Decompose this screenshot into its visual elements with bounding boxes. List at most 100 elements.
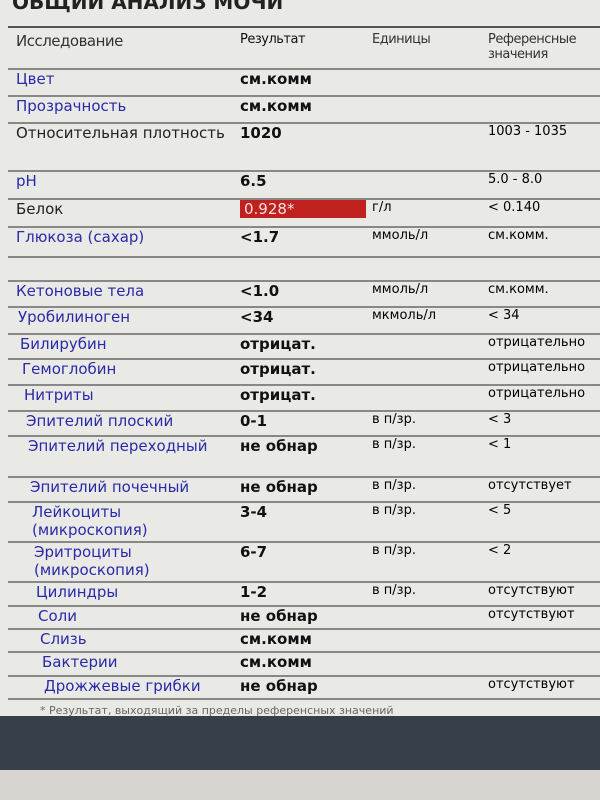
test-name: Кетоновые тела: [16, 282, 145, 300]
test-name: Бактерии: [42, 653, 118, 671]
table-row: Кетоновые тела <1.0 ммоль/л см.комм.: [8, 282, 600, 308]
test-name: Эритроциты (микроскопия): [34, 543, 150, 579]
table-row: Соли не обнар отсутствуют: [8, 607, 600, 630]
test-result: 0-1: [240, 412, 268, 430]
test-name: Прозрачность: [16, 97, 127, 115]
header-name: Исследование: [16, 32, 123, 50]
test-result: отрицат.: [240, 360, 316, 378]
test-name: Гемоглобин: [22, 360, 117, 378]
table-row: Гемоглобин отрицат. отрицательно: [8, 360, 600, 386]
test-name: Эпителий переходный: [28, 437, 208, 455]
bottom-area: [0, 770, 600, 800]
test-result: 1020: [240, 124, 282, 142]
test-result: 0.928*: [240, 200, 372, 218]
test-units: мкмоль/л: [372, 308, 437, 323]
test-reference: 5.0 - 8.0: [488, 172, 543, 187]
test-units: г/л: [372, 200, 392, 215]
test-reference: < 1: [488, 437, 512, 452]
test-result: 6.5: [240, 172, 267, 190]
table-row: Относительная плотность 1020 1003 - 1035: [8, 124, 600, 172]
test-reference: < 5: [488, 503, 512, 518]
test-result: не обнар: [240, 437, 318, 455]
test-units: в п/зр.: [372, 503, 416, 518]
test-name: Уробилиноген: [18, 308, 131, 326]
test-name: Цилиндры: [36, 583, 119, 601]
test-units: в п/зр.: [372, 478, 416, 493]
test-result: не обнар: [240, 607, 318, 625]
table-row: Дрожжевые грибки не обнар отсутствуют: [8, 677, 600, 700]
test-result: не обнар: [240, 677, 318, 695]
test-reference: отрицательно: [488, 386, 586, 401]
test-reference: < 3: [488, 412, 512, 427]
test-reference: отсутствуют: [488, 677, 575, 692]
footnote: * Результат, выходящий за пределы рефере…: [40, 704, 394, 717]
table-row: Эпителий почечный не обнар в п/зр. отсутств…: [8, 478, 600, 503]
test-result: <1.0: [240, 282, 280, 300]
table-row: Белок 0.928* г/л < 0.140: [8, 200, 600, 228]
test-name: Белок: [16, 200, 64, 218]
test-result: <1.7: [240, 228, 280, 246]
test-reference: 1003 - 1035: [488, 124, 568, 139]
test-name: Слизь: [40, 630, 87, 648]
test-reference: отрицательно: [488, 335, 586, 350]
page-title: ОБЩИЙ АНАЛИЗ МОЧИ: [12, 0, 284, 14]
test-reference: отсутствуют: [488, 583, 575, 598]
test-result: см.комм: [240, 653, 312, 671]
test-result: отрицат.: [240, 386, 316, 404]
test-units: в п/зр.: [372, 543, 416, 558]
test-name: Дрожжевые грибки: [44, 677, 201, 695]
results-table: Исследование Результат Единицы Референсн…: [8, 26, 600, 700]
test-reference: см.комм.: [488, 228, 549, 243]
test-name: Лейкоциты (микроскопия): [32, 503, 148, 539]
table-row: Прозрачность см.комм: [8, 97, 600, 124]
test-units: ммоль/л: [372, 282, 429, 297]
test-result: см.комм: [240, 97, 312, 115]
test-units: ммоль/л: [372, 228, 429, 243]
header-ref: Референсные значения: [488, 32, 577, 62]
table-row: Билирубин отрицат. отрицательно: [8, 335, 600, 360]
header-result: Результат: [240, 32, 306, 47]
header-units: Единицы: [372, 32, 431, 47]
table-row: Слизь см.комм: [8, 630, 600, 653]
table-row: Эпителий плоский 0-1 в п/зр. < 3: [8, 412, 600, 437]
test-name: Билирубин: [20, 335, 107, 353]
test-result: 3-4: [240, 503, 268, 521]
test-result: отрицат.: [240, 335, 316, 353]
test-reference: < 2: [488, 543, 512, 558]
test-reference: < 0.140: [488, 200, 541, 215]
test-result: <34: [240, 308, 274, 326]
test-reference: см.комм.: [488, 282, 549, 297]
test-name: Эпителий плоский: [26, 412, 174, 430]
table-row: Цилиндры 1-2 в п/зр. отсутствуют: [8, 583, 600, 607]
table-row: Глюкоза (сахар) <1.7 ммоль/л см.комм.: [8, 228, 600, 258]
test-reference: < 34: [488, 308, 520, 323]
test-result: см.комм: [240, 70, 312, 88]
test-name: Глюкоза (сахар): [16, 228, 145, 246]
table-row: Эритроциты (микроскопия) 6-7 в п/зр. < 2: [8, 543, 600, 583]
test-reference: отсутствуют: [488, 607, 575, 622]
table-row: Бактерии см.комм: [8, 653, 600, 677]
row-gap: [8, 258, 600, 282]
table-row: Эпителий переходный не обнар в п/зр. < 1: [8, 437, 600, 478]
test-name: Соли: [38, 607, 77, 625]
table-row: Уробилиноген <34 мкмоль/л < 34: [8, 308, 600, 335]
table-row: pH 6.5 5.0 - 8.0: [8, 172, 600, 200]
table-row: Лейкоциты (микроскопия) 3-4 в п/зр. < 5: [8, 503, 600, 543]
test-result: 1-2: [240, 583, 268, 601]
test-units: в п/зр.: [372, 412, 416, 427]
test-units: в п/зр.: [372, 583, 416, 598]
table-row: Цвет см.комм: [8, 70, 600, 97]
test-name: Относительная плотность: [16, 124, 225, 142]
test-units: в п/зр.: [372, 437, 416, 452]
test-reference: отрицательно: [488, 360, 586, 375]
test-name: Цвет: [16, 70, 55, 88]
test-name: pH: [16, 172, 37, 190]
test-result: см.комм: [240, 630, 312, 648]
test-reference: отсутствует: [488, 478, 572, 493]
test-name: Эпителий почечный: [30, 478, 190, 496]
test-name: Нитриты: [24, 386, 94, 404]
test-result: не обнар: [240, 478, 318, 496]
test-result: 6-7: [240, 543, 268, 561]
table-row: Нитриты отрицат. отрицательно: [8, 386, 600, 412]
table-header: Исследование Результат Единицы Референсн…: [8, 28, 600, 70]
